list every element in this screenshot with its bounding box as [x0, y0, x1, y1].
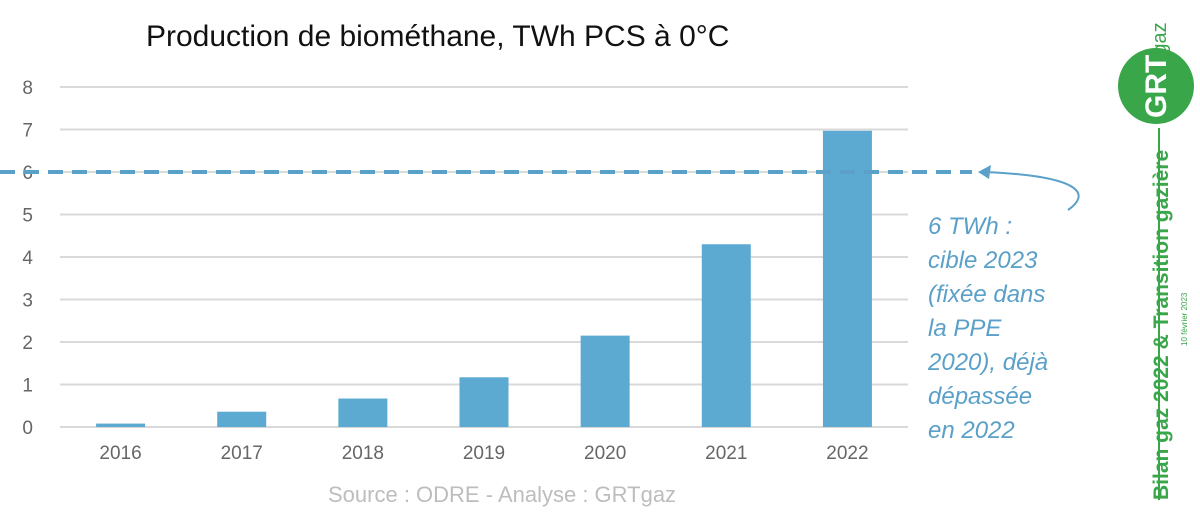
annotation-arrow-head [978, 165, 991, 179]
bar-2019 [459, 377, 509, 427]
annotation-line: en 2022 [928, 417, 1015, 444]
x-tick-label: 2016 [99, 443, 141, 464]
bar-2021 [701, 244, 751, 427]
x-tick-label: 2019 [463, 443, 505, 464]
x-tick-label: 2017 [221, 443, 263, 464]
logo-main-text: GRT [1140, 54, 1173, 118]
grtgaz-logo-text: GRTgaz [1140, 22, 1174, 118]
bar-2020 [580, 335, 630, 427]
bars [96, 130, 872, 427]
x-tick-label: 2021 [705, 443, 747, 464]
annotation-line: 2020), déjà [928, 349, 1049, 376]
y-tick-label: 3 [22, 291, 33, 312]
chart-title: Production de biométhane, TWh PCS à 0°C [146, 20, 730, 53]
gridlines [60, 86, 908, 428]
annotation-line: (fixée dans [928, 281, 1046, 308]
y-tick-label: 8 [22, 78, 33, 99]
x-axis-ticks: 2016 2017 2018 2019 2020 2021 2022 [99, 443, 868, 464]
y-tick-label: 0 [22, 418, 33, 439]
annotation-arrow-curve [983, 171, 1080, 211]
y-tick-label: 5 [22, 206, 33, 227]
bar-2017 [217, 411, 267, 427]
logo-small-text: gaz [1149, 22, 1171, 55]
grtgaz-logo [1118, 48, 1194, 124]
annotation-line: la PPE [928, 315, 1002, 342]
y-tick-label: 1 [22, 376, 33, 397]
x-tick-label: 2018 [342, 443, 384, 464]
side-date: 10 février 2023 [1180, 292, 1189, 346]
annotation-line: cible 2023 [928, 247, 1038, 274]
target-annotation: 6 TWh : cible 2023 (fixée dans la PPE 2020),… [928, 210, 1098, 448]
source-note: Source : ODRE - Analyse : GRTgaz [328, 482, 677, 507]
bar-2018 [338, 398, 388, 427]
y-tick-label: 2 [22, 333, 33, 354]
annotation-line: dépassée [928, 383, 1033, 410]
bar-2022 [822, 130, 872, 427]
bar-2016 [96, 423, 146, 427]
y-tick-label: 4 [22, 248, 33, 269]
annotation-line: 6 TWh : [928, 213, 1013, 240]
side-title: Bilan gaz 2022 & Transition gazière [1150, 149, 1173, 500]
y-tick-label: 7 [22, 121, 33, 142]
x-tick-label: 2020 [584, 443, 626, 464]
x-tick-label: 2022 [826, 443, 868, 464]
side-rule [1158, 128, 1160, 500]
y-axis-ticks: 012345678 [22, 78, 33, 439]
